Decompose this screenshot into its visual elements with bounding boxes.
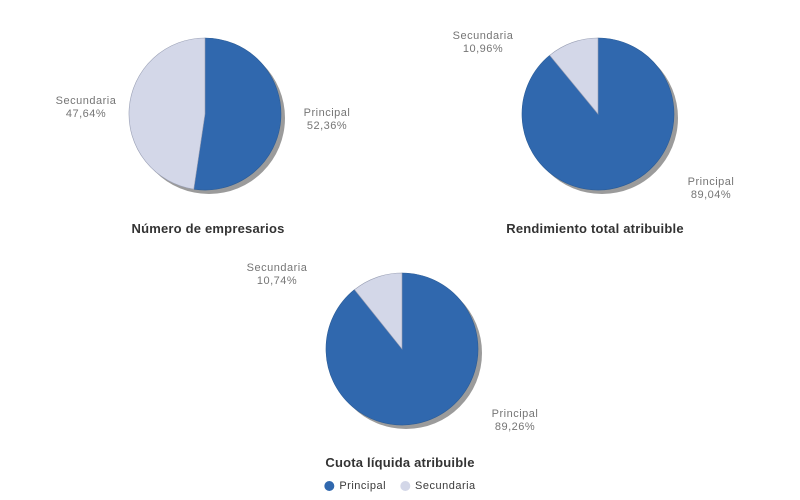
legend-swatch-principal — [324, 481, 335, 491]
pie-slice-secundaria — [354, 272, 403, 350]
pie-slice-principal — [193, 37, 282, 191]
slice-label-secundaria: Secundaria 10,74% — [247, 262, 308, 288]
slice-label-category: Principal — [303, 107, 351, 119]
slice-label-principal: Principal 52,36% — [304, 107, 351, 133]
legend-label-secundaria: Secundaria — [415, 480, 476, 492]
slice-label-principal: Principal 89,26% — [492, 408, 539, 434]
slice-label-secundaria: Secundaria 47,64% — [56, 95, 117, 121]
slice-label-category: Secundaria — [55, 95, 117, 107]
chart-title-0: Número de empresarios — [131, 221, 285, 236]
slice-label-category: Principal — [491, 408, 539, 420]
chart-title-1: Rendimiento total atribuible — [506, 221, 684, 236]
slice-label-value: 10,96% — [462, 43, 504, 55]
legend: Principal Secundaria — [324, 480, 475, 492]
slice-label-value: 52,36% — [306, 120, 348, 132]
legend-item-secundaria: Secundaria — [400, 480, 476, 492]
slice-label-value: 89,26% — [494, 421, 536, 433]
legend-item-principal: Principal — [324, 480, 386, 492]
slice-label-secundaria: Secundaria 10,96% — [453, 30, 514, 56]
legend-swatch-secundaria — [400, 481, 411, 491]
pie-slice-secundaria — [128, 37, 206, 190]
slice-label-principal: Principal 89,04% — [688, 176, 735, 202]
chart-title-2: Cuota líquida atribuible — [325, 455, 475, 470]
legend-label-principal: Principal — [339, 480, 387, 492]
pie-slice-secundaria — [549, 37, 599, 115]
slice-label-value: 47,64% — [65, 108, 107, 120]
slice-label-category: Secundaria — [246, 262, 308, 274]
slice-label-category: Secundaria — [452, 30, 514, 42]
slice-label-value: 89,04% — [690, 189, 732, 201]
slice-label-value: 10,74% — [256, 275, 298, 287]
slice-label-category: Principal — [687, 176, 735, 188]
